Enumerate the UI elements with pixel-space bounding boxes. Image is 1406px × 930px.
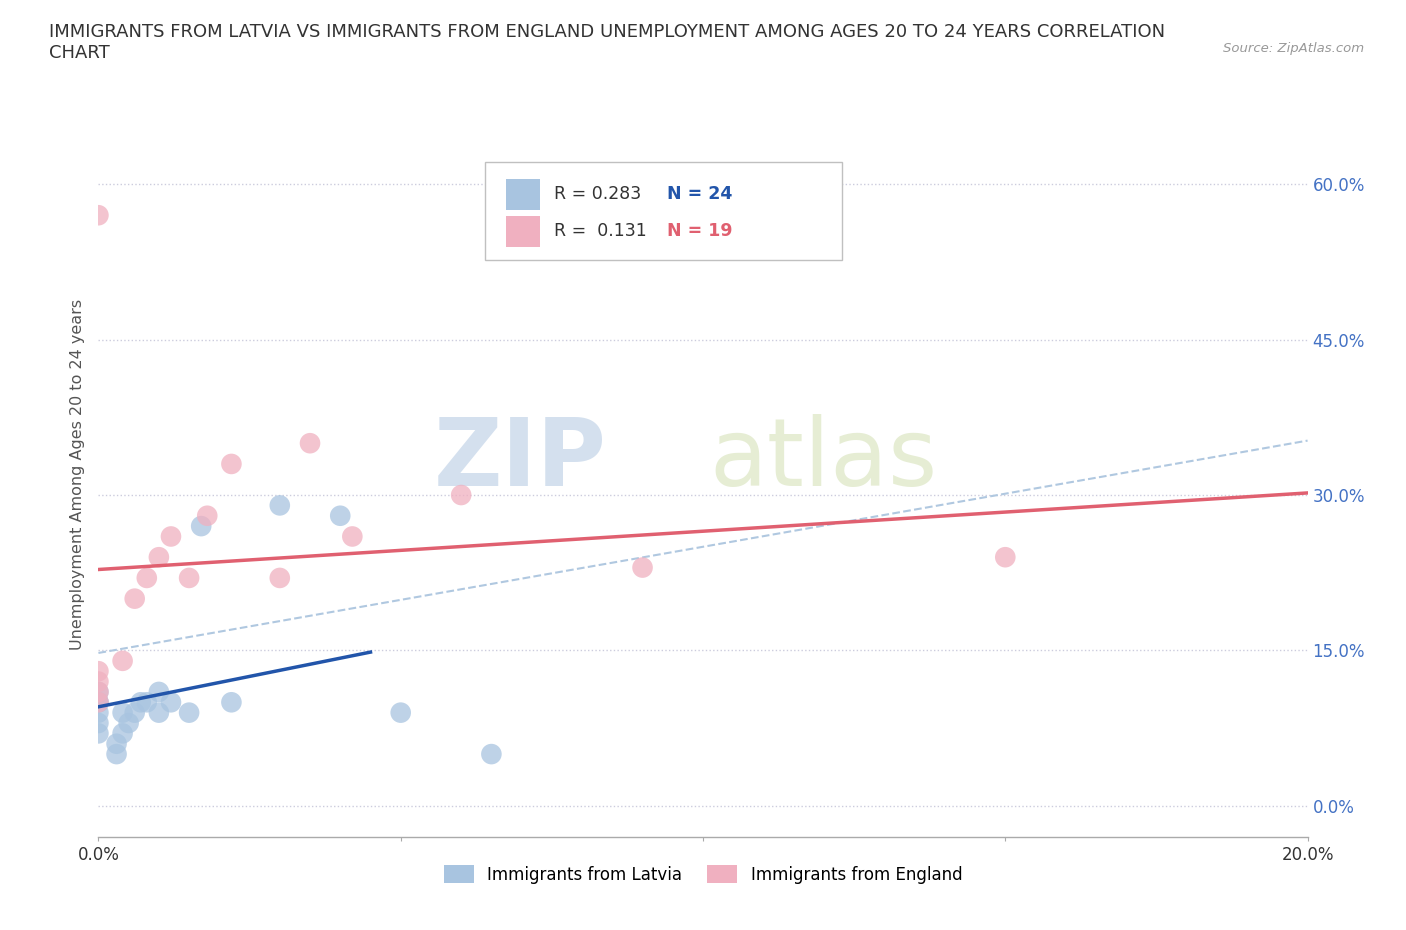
Point [148, 684, 170, 699]
Y-axis label: Unemployment Among Ages 20 to 24 years: Unemployment Among Ages 20 to 24 years [70, 299, 86, 650]
FancyBboxPatch shape [506, 179, 540, 209]
Point [481, 747, 503, 762]
Point [994, 550, 1017, 565]
Point [160, 695, 183, 710]
Point [190, 519, 212, 534]
Point [129, 695, 152, 710]
Point [148, 705, 170, 720]
Point [87, 726, 110, 741]
Point [111, 726, 134, 741]
FancyBboxPatch shape [485, 163, 842, 260]
Point [342, 529, 364, 544]
Text: N = 19: N = 19 [666, 222, 733, 240]
Point [105, 747, 128, 762]
Point [105, 737, 128, 751]
Point [631, 560, 654, 575]
Point [118, 715, 141, 730]
Text: R =  0.131: R = 0.131 [554, 222, 647, 240]
Text: IMMIGRANTS FROM LATVIA VS IMMIGRANTS FROM ENGLAND UNEMPLOYMENT AMONG AGES 20 TO : IMMIGRANTS FROM LATVIA VS IMMIGRANTS FRO… [49, 23, 1166, 62]
Point [124, 705, 146, 720]
Point [160, 529, 183, 544]
Point [450, 487, 472, 502]
Point [148, 550, 170, 565]
Point [124, 591, 146, 606]
Point [87, 664, 110, 679]
Point [221, 457, 243, 472]
Point [111, 705, 134, 720]
Point [135, 695, 157, 710]
Text: atlas: atlas [710, 414, 938, 506]
Text: N = 24: N = 24 [666, 185, 733, 204]
Point [87, 674, 110, 689]
Point [195, 509, 218, 524]
Point [87, 695, 110, 710]
Text: R = 0.283: R = 0.283 [554, 185, 641, 204]
Point [299, 436, 322, 451]
Text: Source: ZipAtlas.com: Source: ZipAtlas.com [1223, 42, 1364, 55]
Point [221, 695, 243, 710]
Point [135, 570, 157, 585]
Point [269, 498, 291, 512]
Point [179, 705, 201, 720]
Point [179, 570, 201, 585]
FancyBboxPatch shape [506, 216, 540, 246]
Point [87, 715, 110, 730]
Point [87, 705, 110, 720]
Point [87, 684, 110, 699]
Point [87, 684, 110, 699]
Point [87, 695, 110, 710]
Point [111, 654, 134, 669]
Text: ZIP: ZIP [433, 414, 606, 506]
Legend: Immigrants from Latvia, Immigrants from England: Immigrants from Latvia, Immigrants from … [437, 858, 969, 890]
Point [87, 207, 110, 222]
Point [87, 695, 110, 710]
Point [389, 705, 412, 720]
Point [329, 509, 352, 524]
Point [269, 570, 291, 585]
